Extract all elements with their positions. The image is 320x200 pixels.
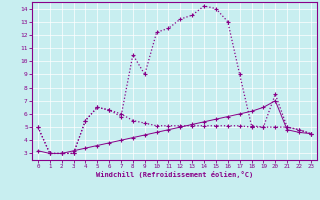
X-axis label: Windchill (Refroidissement éolien,°C): Windchill (Refroidissement éolien,°C) [96,171,253,178]
